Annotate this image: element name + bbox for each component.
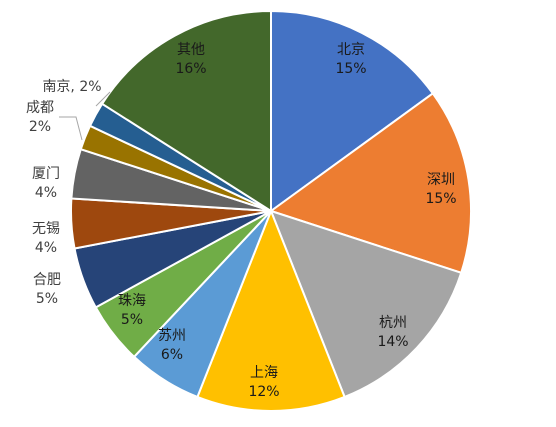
slice-category-label: 珠海 <box>118 293 146 309</box>
pie-slices <box>70 9 472 412</box>
pie-labels: 北京 15% 深圳 15% 杭州 14% 上海 12% 苏州 6% 珠海 5% 合肥 5% 无锡 4% 厦门 4%… <box>26 42 457 400</box>
slice-percent-label: 5% <box>36 291 58 307</box>
slice-percent-label: 16% <box>175 61 206 77</box>
slice-category-label: 合肥 <box>33 272 61 288</box>
slice-percent-label: 5% <box>121 312 143 328</box>
slice-category-label: 杭州 <box>379 315 407 331</box>
slice-category-label: 苏州 <box>158 328 186 344</box>
slice-percent-label: 4% <box>35 240 57 256</box>
slice-percent-label: 12% <box>248 384 279 400</box>
leader-line <box>59 116 83 141</box>
slice-percent-label: 15% <box>335 61 366 77</box>
slice-percent-label: 6% <box>161 347 183 363</box>
slice-category-label: 深圳 <box>427 172 455 188</box>
slice-label: 南京, 2% <box>42 79 101 95</box>
slice-category-label: 成都 <box>26 100 54 116</box>
leader-lines <box>59 91 111 141</box>
pie-slice <box>268 92 472 275</box>
pie-slice <box>196 208 346 412</box>
pie-slice <box>269 209 463 399</box>
slice-category-label: 厦门 <box>32 166 60 182</box>
slice-percent-label: 15% <box>425 191 456 207</box>
slice-percent-label: 14% <box>377 334 408 350</box>
slice-percent-label: 4% <box>35 185 57 201</box>
slice-category-label: 上海 <box>250 365 278 381</box>
pie-slice <box>100 9 272 213</box>
slice-percent-label: 2% <box>29 119 51 135</box>
slice-category-label: 无锡 <box>32 221 60 237</box>
slice-category-label: 其他 <box>177 42 205 58</box>
pie-slice <box>270 9 435 213</box>
leader-line <box>95 91 111 107</box>
slice-category-label: 北京 <box>337 42 365 58</box>
